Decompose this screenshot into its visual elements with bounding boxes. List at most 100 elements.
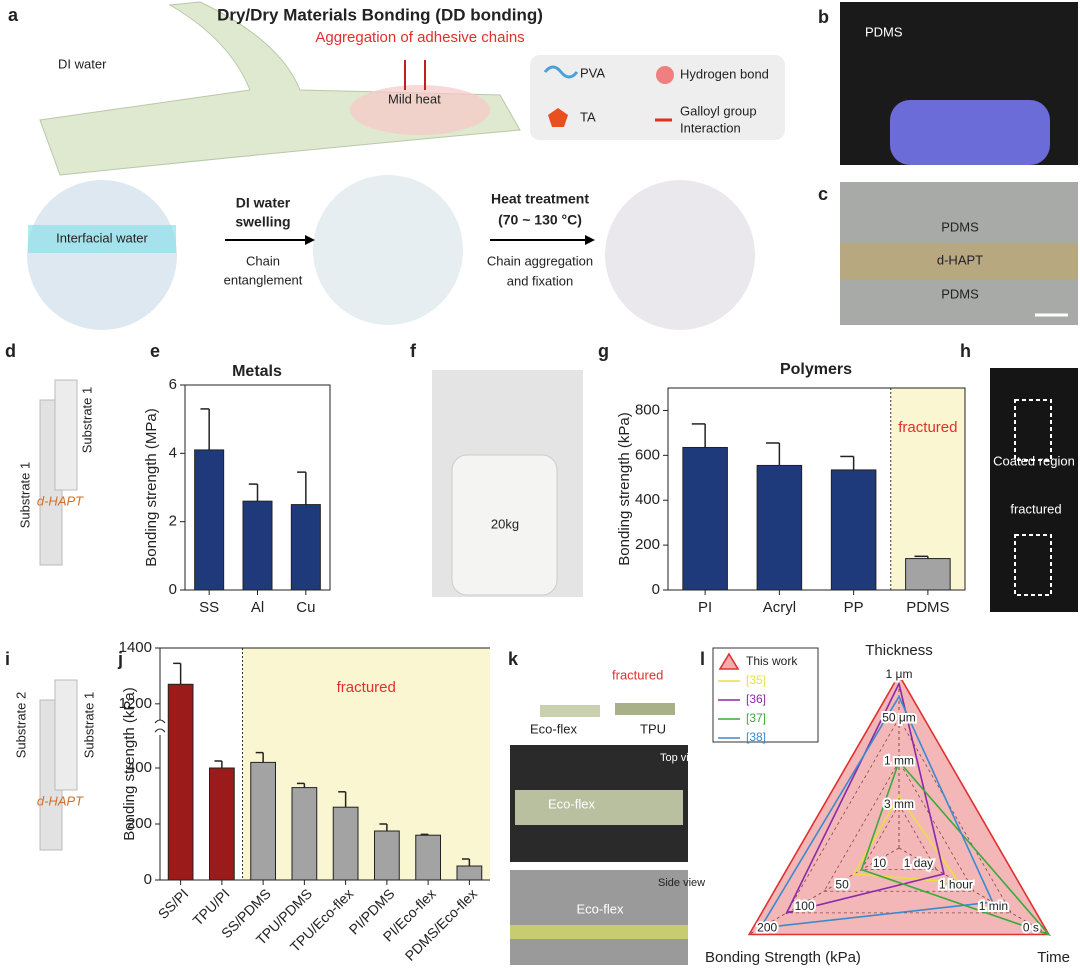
panel-label: i <box>5 649 10 669</box>
y-axis-label: Bonding strength (kPa) <box>121 687 138 840</box>
tick-label: 0 s <box>1023 921 1039 935</box>
legend-swatch <box>718 652 740 670</box>
bar <box>194 449 225 591</box>
x-tick-label: SS/PI <box>155 885 192 922</box>
axis <box>748 847 900 935</box>
label: Substrate 1 <box>17 462 32 529</box>
series-polygon <box>852 794 961 884</box>
label: Heat treatment <box>491 191 589 207</box>
grid-line <box>823 760 975 892</box>
label: PDMS <box>865 24 903 39</box>
axis-name: Bonding Strength (kPa) <box>705 949 861 966</box>
panel-label: j <box>117 649 123 669</box>
axis-name: Thickness <box>865 642 933 659</box>
label: Eco-flex <box>530 721 577 736</box>
tick-label: 1 μm <box>886 667 913 681</box>
axis-break <box>154 719 166 733</box>
panel-label: g <box>598 341 609 361</box>
panel-label: c <box>818 184 828 204</box>
x-tick-label: PDMS <box>906 599 949 616</box>
label: Substrate 1 <box>79 387 94 454</box>
bar <box>415 834 441 881</box>
photo-h <box>990 368 1078 612</box>
bar <box>682 446 728 591</box>
d-hapt-layer <box>840 243 1078 279</box>
tick-label: 50 <box>835 877 849 891</box>
x-tick-label: Al <box>251 599 264 616</box>
label: Mild heat <box>388 91 441 106</box>
label: Eco-flex <box>548 796 595 811</box>
x-tick-label: Cu <box>296 599 315 616</box>
bar <box>830 469 877 591</box>
tick-label: 200 <box>757 921 777 935</box>
panel-label: h <box>960 341 971 361</box>
panel-label: e <box>150 341 160 361</box>
label: d-HAPT <box>937 252 983 267</box>
label: DI water <box>58 56 107 71</box>
bar <box>291 787 318 881</box>
legend-label: This work <box>746 654 798 668</box>
bar <box>756 464 803 591</box>
annotation: fractured <box>337 679 396 696</box>
legend-label: [36] <box>746 692 766 706</box>
panel-label: l <box>700 649 705 669</box>
tick-label: 3 mm <box>884 797 914 811</box>
y-tick-label: 800 <box>635 401 660 418</box>
y-tick-label: 0 <box>652 581 660 598</box>
grid-line <box>860 803 938 871</box>
photo-k-side <box>510 870 688 965</box>
label: Chain aggregation <box>487 253 593 268</box>
y-tick-label: 1200 <box>119 695 152 712</box>
tick-label: 1 hour <box>939 877 973 891</box>
label: Coated region <box>993 453 1075 468</box>
label: swelling <box>235 214 290 230</box>
tick-label: 100 <box>795 899 815 913</box>
label: 20kg <box>491 516 519 531</box>
label: Interfacial water <box>56 230 148 245</box>
y-tick-label: 200 <box>127 815 152 832</box>
panel-label: a <box>8 5 19 25</box>
label: DI water <box>236 195 291 211</box>
panel-label: d <box>5 341 16 361</box>
label: d-HAPT <box>37 793 84 808</box>
x-tick-label: Acryl <box>763 599 796 616</box>
tick-label: 1 mm <box>884 754 914 768</box>
label: Substrate 2 <box>13 692 28 759</box>
legend-label: PVA <box>580 65 605 80</box>
panel-labels: a b c d e f g h i j k l <box>5 5 971 669</box>
legend-box <box>712 647 819 743</box>
x-tick-label: PI <box>698 599 712 616</box>
label: entanglement <box>224 272 303 287</box>
y-tick-label: 4 <box>169 444 177 461</box>
y-tick-label: 2 <box>169 513 177 530</box>
label: fractured <box>1010 501 1061 516</box>
label: TPU <box>640 721 666 736</box>
chart-title: Metals <box>232 363 282 380</box>
y-tick-label: 400 <box>127 759 152 776</box>
label: d-HAPT <box>37 493 84 508</box>
legend-label: TA <box>580 109 596 124</box>
bar <box>167 683 194 881</box>
legend-label: [38] <box>746 730 766 744</box>
series-polygon <box>758 694 994 929</box>
label: Side view <box>658 877 705 889</box>
tick-label: 10 <box>873 856 887 870</box>
legend-label: Galloyl group <box>680 103 757 118</box>
jerrycan <box>451 454 558 596</box>
shaded-region <box>242 648 490 880</box>
bar <box>242 500 273 591</box>
panel-label: k <box>508 649 519 669</box>
bar <box>905 558 951 591</box>
label: Top view <box>660 752 703 764</box>
x-tick-label: PP <box>844 599 864 616</box>
tick-label: 1 min <box>979 899 1008 913</box>
legend-label: [37] <box>746 711 766 725</box>
axis <box>898 847 1050 935</box>
y-tick-label: 0 <box>169 581 177 598</box>
series-polygon <box>747 673 1051 936</box>
y-axis-label: Bonding strength (MPa) <box>143 408 160 566</box>
legend-label: [35] <box>746 673 766 687</box>
title: Dry/Dry Materials Bonding (DD bonding) <box>217 5 543 24</box>
bar <box>209 767 235 881</box>
series-polygon <box>785 681 945 915</box>
